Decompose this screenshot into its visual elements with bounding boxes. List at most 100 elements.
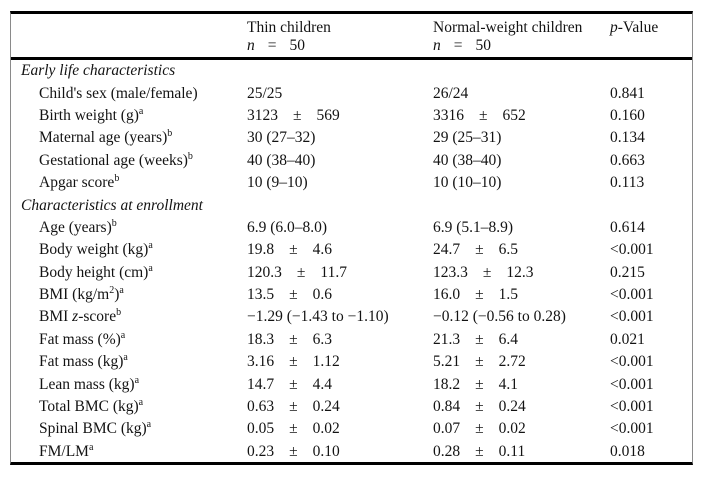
row-label: BMI z-scoreb — [11, 308, 247, 326]
sd-value: 2.72 — [498, 353, 526, 371]
sd-value: 6.4 — [498, 330, 519, 348]
superscript-footnote-marker: b — [187, 150, 193, 162]
row-label: BMI (kg/m2)a — [11, 284, 247, 304]
section-title: Characteristics at enrollment — [21, 196, 203, 214]
normal-weight-value-cell: 5.21 ±2.72 — [433, 353, 610, 371]
text-segment: Maternal age (years) — [39, 129, 168, 147]
normal-weight-value-cell: 123.3 ±12.3 — [433, 264, 610, 282]
mean-value: 0.05 — [247, 420, 275, 438]
sd-value: 0.10 — [312, 442, 340, 460]
n-count: 50 — [475, 37, 492, 54]
plus-minus-sign: ± — [475, 442, 484, 460]
plus-minus-sign: ± — [289, 420, 298, 438]
plus-minus-sign: ± — [289, 442, 298, 460]
table-row: Age (years)b 6.9 (6.0–8.0) 6.9 (5.1–8.9) 0.… — [11, 217, 692, 239]
text-segment: BMI — [39, 308, 73, 326]
plus-minus-sign: ± — [475, 398, 484, 416]
section-header-row: Early life characteristics — [11, 60, 692, 82]
sd-value: 6.5 — [498, 241, 519, 259]
plus-minus-sign: ± — [289, 330, 298, 348]
p-value-cell: <0.001 — [610, 353, 654, 371]
sd-value: 0.11 — [498, 442, 526, 460]
sd-value: 0.24 — [312, 398, 340, 416]
row-label: Fat mass (kg)a — [11, 353, 247, 371]
sd-value: 4.6 — [312, 241, 333, 259]
column-title-p-value: p-Value — [610, 19, 692, 37]
superscript-footnote-marker: 2 — [109, 284, 115, 296]
p-value-cell: 0.160 — [610, 106, 645, 124]
sample-size-thin: n = 50 — [247, 37, 433, 55]
normal-weight-value-cell: 24.7 ±6.5 — [433, 241, 610, 259]
header-p-value: p-Value — [610, 19, 692, 57]
sd-value: 0.02 — [498, 420, 526, 438]
header-empty-cell — [11, 19, 247, 57]
table-row: Child's sex (male/female) 25/25 26/24 0.841 — [11, 82, 692, 104]
text-segment: ) — [114, 286, 120, 304]
table-row: Apgar scoreb 10 (9–10) 10 (10–10) 0.113 — [11, 172, 692, 194]
text-segment: -Value — [617, 19, 659, 36]
superscript-footnote-marker: b — [116, 307, 122, 319]
sd-value: 1.12 — [312, 353, 340, 371]
mean-value: 18.2 — [433, 375, 461, 393]
table-row: Lean mass (kg)a 14.7 ±4.4 18.2 ±4.1 <0.001 — [11, 373, 692, 395]
thin-children-value-cell: 0.63 ±0.24 — [247, 398, 433, 416]
sd-value: 11.7 — [320, 263, 347, 281]
n-symbol: n — [433, 37, 441, 54]
text-segment: Fat mass (kg) — [39, 353, 124, 371]
row-label: Maternal age (years)b — [11, 129, 247, 147]
sd-value: 1.5 — [498, 286, 519, 304]
thin-children-value-cell: 25/25 — [247, 84, 283, 102]
sd-value: 4.4 — [312, 375, 333, 393]
superscript-footnote-marker: a — [123, 352, 128, 364]
mean-value: 0.07 — [433, 420, 461, 438]
row-label: FM/LMa — [11, 441, 247, 461]
plus-minus-sign: ± — [475, 375, 484, 393]
mean-value: 13.5 — [247, 286, 275, 304]
mean-value: 14.7 — [247, 375, 275, 393]
superscript-footnote-marker: a — [148, 240, 153, 252]
plus-minus-sign: ± — [293, 106, 302, 124]
superscript-footnote-marker: b — [111, 217, 117, 229]
p-value-cell: <0.001 — [610, 308, 654, 326]
superscript-footnote-marker: a — [138, 105, 144, 117]
normal-weight-value-cell: 3316 ±652 — [433, 107, 610, 125]
plus-minus-sign: ± — [475, 241, 484, 259]
thin-children-value-cell: 3123 ±569 — [247, 107, 433, 125]
text-segment: z — [72, 308, 79, 326]
plus-minus-sign: ± — [482, 263, 492, 281]
text-segment: Age (years) — [39, 218, 112, 236]
normal-weight-value-cell: 18.2 ±4.1 — [433, 376, 610, 394]
superscript-footnote-marker: a — [134, 374, 140, 386]
plus-minus-sign: ± — [289, 286, 298, 304]
sd-value: 0.6 — [312, 286, 333, 304]
text-segment: Birth weight (g) — [39, 106, 139, 124]
text-segment: Total BMC (kg) — [39, 398, 139, 416]
row-label: Apgar scoreb — [11, 173, 247, 192]
plus-minus-sign: ± — [296, 263, 306, 281]
thin-children-value-cell: 40 (38–40) — [247, 151, 316, 169]
p-value-cell: 0.614 — [610, 218, 645, 236]
superscript-footnote-marker: b — [167, 128, 173, 140]
text-segment: p — [610, 19, 618, 36]
superscript-footnote-marker: a — [88, 441, 94, 453]
section-header-row: Characteristics at enrollment — [11, 194, 692, 216]
plus-minus-sign: ± — [475, 330, 484, 348]
mean-value: 16.0 — [433, 286, 461, 304]
p-value-cell: <0.001 — [610, 375, 654, 393]
text-segment: Spinal BMC (kg) — [39, 420, 147, 438]
column-title-thin: Thin children — [247, 19, 331, 36]
sd-value: 4.1 — [498, 375, 519, 393]
p-value-cell: <0.001 — [610, 286, 654, 304]
text-segment: FM/LM — [39, 442, 89, 460]
section-title: Early life characteristics — [21, 62, 176, 80]
table-row: Spinal BMC (kg)a 0.05 ±0.02 0.07 ±0.02 <0.001 — [11, 418, 692, 440]
table-row: Body height (cm)a 120.3 ±11.7 123.3 ±12.3 0.2… — [11, 262, 692, 284]
p-value-cell: 0.663 — [610, 151, 645, 169]
header-normal-weight-children: Normal-weight children n = 50 — [433, 19, 610, 57]
p-value-cell: 0.021 — [610, 330, 645, 348]
thin-children-value-cell: −1.29 (−1.43 to −1.10) — [247, 308, 389, 326]
p-value-cell: <0.001 — [610, 420, 654, 438]
thin-children-value-cell: 30 (27–32) — [247, 129, 316, 147]
p-value-cell: 0.134 — [610, 129, 645, 147]
plus-minus-sign: ± — [475, 353, 484, 371]
